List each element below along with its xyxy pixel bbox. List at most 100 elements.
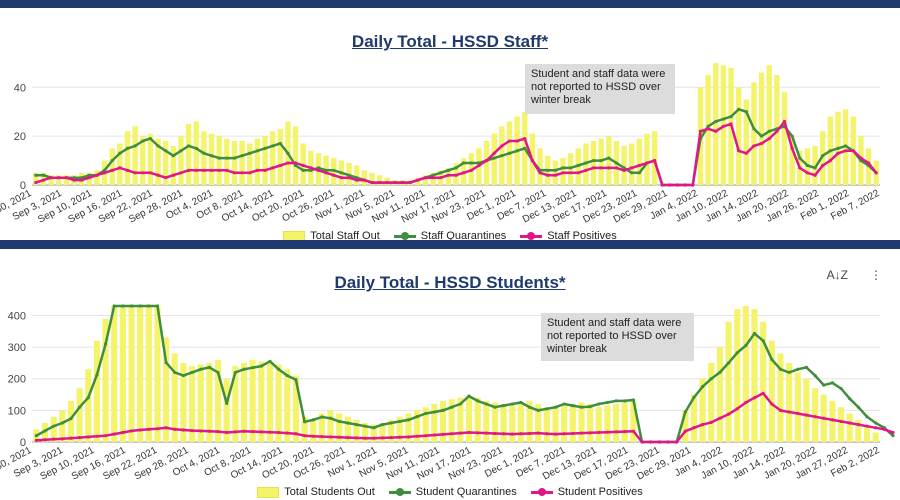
data-point xyxy=(64,176,68,180)
data-point xyxy=(859,156,863,160)
data-point xyxy=(640,440,644,444)
legend-label: Student Positives xyxy=(557,486,643,498)
staff-chart-title: Daily Total - HSSD Staff* xyxy=(351,32,549,51)
data-point xyxy=(138,428,142,432)
data-point xyxy=(362,178,366,182)
data-point xyxy=(103,342,108,346)
data-point xyxy=(515,149,519,153)
data-point xyxy=(866,161,871,165)
data-point xyxy=(216,429,220,434)
legend-label: Staff Positives xyxy=(547,230,617,242)
bar xyxy=(140,136,146,185)
bar xyxy=(465,396,473,442)
bar xyxy=(128,306,135,442)
data-point xyxy=(493,405,497,409)
data-point xyxy=(623,429,627,434)
data-point xyxy=(500,154,504,158)
legend-swatch xyxy=(530,487,553,496)
bar xyxy=(483,141,490,185)
top-accent-bar xyxy=(0,0,900,8)
data-point xyxy=(164,426,168,430)
bar xyxy=(111,306,118,442)
data-point xyxy=(398,419,402,424)
data-point xyxy=(190,370,194,375)
data-point xyxy=(95,173,99,177)
data-point xyxy=(86,396,90,400)
data-point xyxy=(431,176,435,180)
data-point xyxy=(813,173,817,177)
series-line xyxy=(36,392,894,444)
data-point xyxy=(637,171,641,175)
data-point xyxy=(199,367,203,371)
bar xyxy=(201,131,207,185)
bar xyxy=(318,413,325,442)
data-point xyxy=(874,421,878,425)
bar xyxy=(247,143,253,185)
bar xyxy=(517,402,524,442)
data-point xyxy=(102,171,107,175)
data-point xyxy=(141,139,145,143)
bar xyxy=(301,416,308,442)
data-point xyxy=(202,151,206,155)
bar xyxy=(171,353,178,442)
data-point xyxy=(332,173,336,177)
data-point xyxy=(545,407,549,411)
data-point xyxy=(294,378,298,382)
data-point xyxy=(347,176,351,180)
data-point xyxy=(519,400,523,405)
data-point xyxy=(691,183,695,187)
data-point xyxy=(87,176,91,180)
bar xyxy=(699,378,706,442)
bar xyxy=(163,337,170,442)
bar xyxy=(595,407,602,442)
bar xyxy=(232,366,239,442)
data-point xyxy=(507,139,512,143)
data-point xyxy=(277,367,281,371)
data-point xyxy=(424,411,428,416)
data-point xyxy=(562,432,566,436)
data-point xyxy=(675,440,679,444)
more-options-icon[interactable]: ⋮ xyxy=(870,268,882,282)
data-point xyxy=(790,134,794,138)
data-point xyxy=(562,402,566,406)
bar xyxy=(206,362,213,442)
data-point xyxy=(233,430,237,434)
bar xyxy=(725,321,732,442)
y-tick-label: 0 xyxy=(20,437,26,449)
bar xyxy=(132,126,138,185)
legend-swatch xyxy=(257,486,280,498)
data-point xyxy=(500,144,504,148)
data-point xyxy=(721,124,725,128)
bar xyxy=(180,362,187,442)
data-point xyxy=(194,168,198,172)
data-point xyxy=(41,178,46,182)
data-point xyxy=(431,173,435,177)
data-point xyxy=(209,168,214,172)
bar xyxy=(185,123,192,185)
data-point xyxy=(129,429,134,433)
bar xyxy=(743,99,749,185)
data-point xyxy=(770,402,774,406)
data-point xyxy=(432,410,436,414)
y-tick-label: 20 xyxy=(14,131,26,143)
bar xyxy=(224,138,230,185)
bar xyxy=(838,407,845,442)
bar xyxy=(327,410,334,442)
data-point xyxy=(804,413,809,417)
bar xyxy=(561,405,568,442)
data-point xyxy=(255,168,259,172)
data-point xyxy=(822,383,826,387)
students-chart-title: Daily Total - HSSD Students* xyxy=(334,273,566,292)
bar xyxy=(606,136,612,185)
data-point xyxy=(72,178,76,182)
data-point xyxy=(248,171,252,175)
data-point xyxy=(597,430,601,435)
data-point xyxy=(251,429,255,434)
sort-icon[interactable]: A↓Z xyxy=(826,268,848,282)
bar xyxy=(119,306,126,442)
data-point xyxy=(207,365,211,369)
bar xyxy=(59,410,66,442)
data-point xyxy=(389,435,393,440)
data-point xyxy=(286,151,290,155)
